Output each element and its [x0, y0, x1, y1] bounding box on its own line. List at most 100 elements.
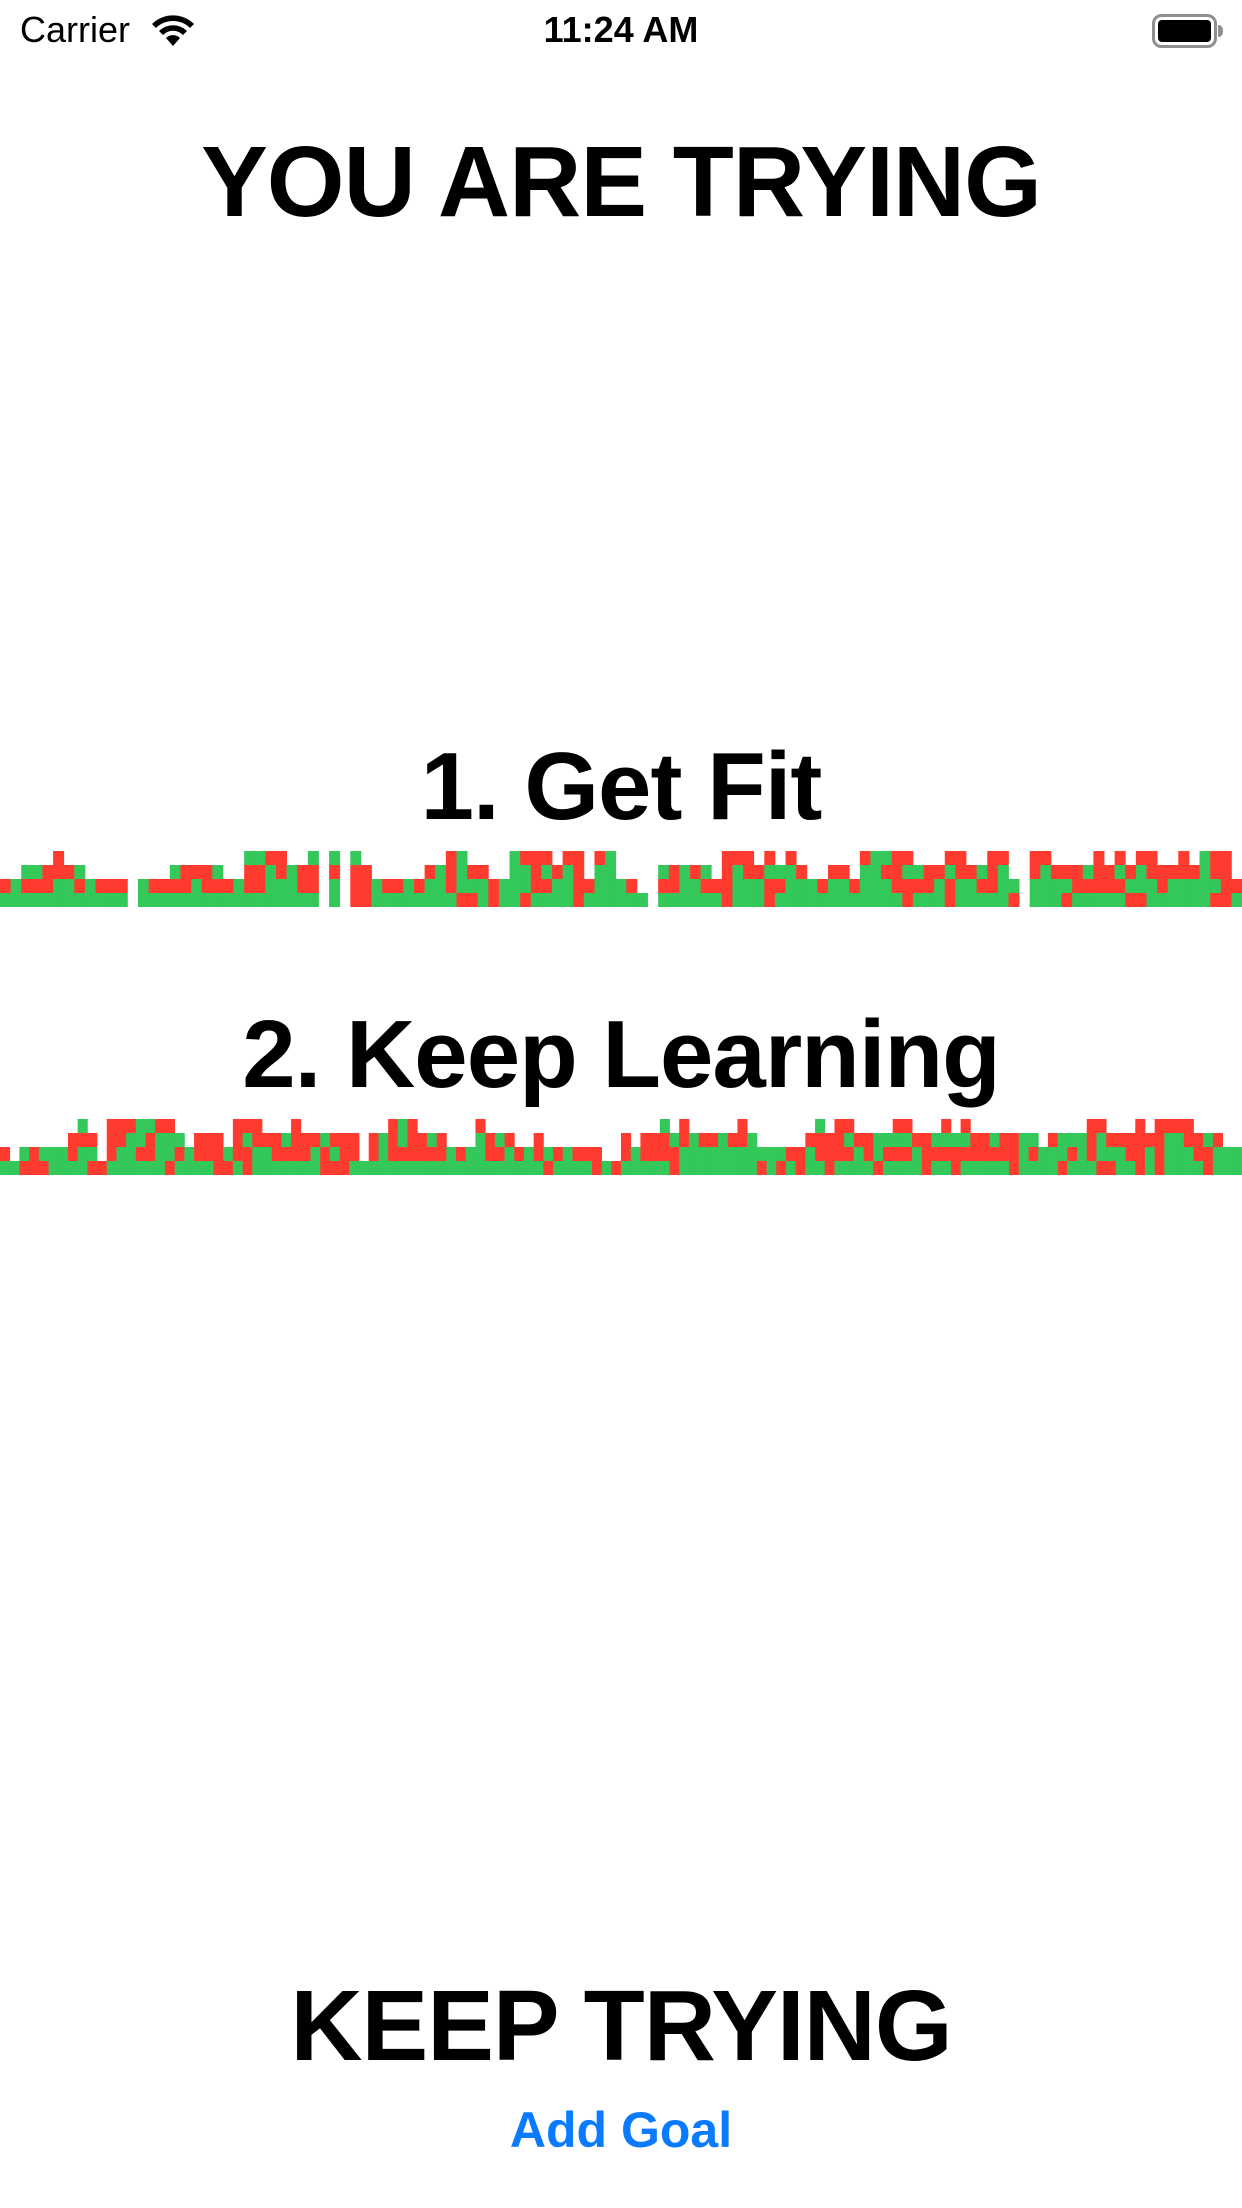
history-cell [53, 865, 65, 879]
history-cell [721, 879, 733, 893]
history-cell [307, 851, 319, 865]
history-cell [138, 893, 150, 907]
history-cell [630, 1161, 641, 1175]
history-cell [688, 1161, 700, 1175]
history-cell [853, 1133, 864, 1147]
history-cell [626, 879, 638, 893]
history-cell [562, 1161, 573, 1175]
history-cell [605, 865, 617, 879]
history-cell [174, 1161, 185, 1175]
history-cell [1157, 879, 1169, 893]
history-cell [397, 1119, 408, 1133]
history-cell [1106, 1161, 1117, 1175]
history-cell [445, 893, 457, 907]
history-cell [997, 851, 1009, 865]
history-cell [1018, 1161, 1029, 1175]
history-cell [743, 851, 755, 865]
history-cell [1061, 893, 1073, 907]
history-cell [1167, 865, 1179, 879]
history-cell [84, 879, 96, 893]
history-cell [753, 893, 765, 907]
history-cell [863, 1161, 874, 1175]
history-cell [0, 1161, 11, 1175]
history-cell [859, 893, 871, 907]
history-cell [1057, 1133, 1068, 1147]
add-goal-button[interactable]: Add Goal [471, 2100, 771, 2160]
history-cell [1199, 865, 1211, 879]
history-cell [87, 1161, 98, 1175]
history-cell [223, 1161, 234, 1175]
history-cell [541, 879, 553, 893]
history-cell [923, 865, 935, 879]
history-cell [605, 851, 617, 865]
history-cell [650, 1161, 661, 1175]
history-cell [679, 1161, 690, 1175]
history-cell [870, 879, 882, 893]
history-cell [573, 865, 585, 879]
history-cell [310, 1133, 321, 1147]
history-cell [583, 893, 595, 907]
history-cell [1125, 893, 1137, 907]
history-cell [785, 893, 797, 907]
history-cell [116, 1133, 127, 1147]
history-cell [1057, 1147, 1068, 1161]
history-cell [838, 879, 850, 893]
history-cell [1029, 879, 1041, 893]
history-cell [155, 1161, 166, 1175]
history-cell [912, 879, 924, 893]
history-cell [42, 865, 54, 879]
history-cell [116, 1147, 127, 1161]
history-cell [838, 865, 850, 879]
history-cell [271, 1147, 282, 1161]
history-cell [774, 879, 786, 893]
history-cell [254, 893, 266, 907]
history-cell [417, 1161, 428, 1175]
history-cell [934, 893, 946, 907]
history-cell [881, 865, 893, 879]
history-cell [912, 1133, 923, 1147]
history-cell [1144, 1133, 1156, 1147]
history-cell [95, 893, 107, 907]
history-cell [601, 1161, 612, 1175]
history-cell [456, 1147, 467, 1161]
history-cell [785, 851, 797, 865]
history-cell [339, 1161, 350, 1175]
history-cell [509, 879, 521, 893]
history-cell [155, 1119, 166, 1133]
history-cell [252, 1133, 263, 1147]
history-cell [1082, 879, 1094, 893]
history-cell [870, 851, 882, 865]
history-cell [892, 1161, 903, 1175]
history-cell [1231, 879, 1242, 893]
history-cell [912, 1161, 923, 1175]
history-cell [698, 1147, 709, 1161]
history-cell [291, 1147, 302, 1161]
goal-title-keep-learning[interactable]: 2. Keep Learning [0, 1000, 1242, 1110]
history-cell [1077, 1161, 1088, 1175]
history-cell [350, 851, 362, 865]
history-cell [135, 1161, 146, 1175]
history-cell [329, 879, 341, 893]
history-cell [388, 1161, 399, 1175]
history-cell [562, 851, 574, 865]
history-cell [1125, 1161, 1136, 1175]
history-cell [806, 879, 818, 893]
history-cell [252, 1147, 263, 1161]
history-cell [520, 865, 532, 879]
history-cell [446, 1161, 457, 1175]
history-cell [931, 1161, 942, 1175]
history-cell [494, 1147, 505, 1161]
history-cell [1154, 1133, 1165, 1147]
history-cell [796, 879, 808, 893]
goal-title-get-fit[interactable]: 1. Get Fit [0, 732, 1242, 842]
history-cell [824, 1147, 835, 1161]
history-cell [950, 1147, 962, 1161]
history-cell [621, 1147, 632, 1161]
history-cell [271, 1161, 282, 1175]
history-cell [378, 1133, 389, 1147]
history-cell [679, 865, 691, 879]
carrier-label: Carrier [20, 9, 131, 50]
history-cell [615, 879, 627, 893]
history-cell [456, 879, 468, 893]
history-cell [1028, 1161, 1039, 1175]
